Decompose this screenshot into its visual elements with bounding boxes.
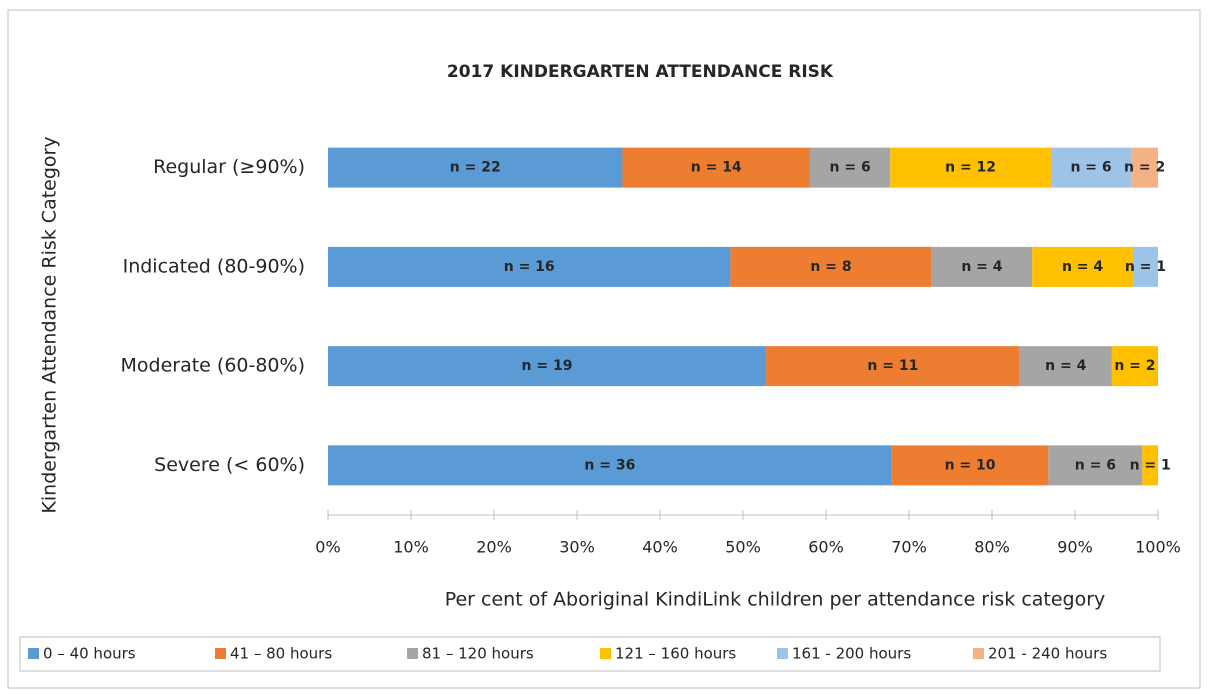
bar-segment: [809, 147, 891, 188]
x-tick-label: 0%: [315, 538, 340, 557]
data-label: n = 4: [1045, 358, 1086, 374]
legend-swatch: [600, 648, 611, 659]
data-label: n = 14: [691, 160, 742, 176]
x-tick-label: 30%: [559, 538, 595, 557]
bar-segment: [1050, 147, 1132, 188]
data-label: n = 4: [1062, 259, 1103, 275]
x-tick-label: 60%: [808, 538, 844, 557]
y-tick-label: Indicated (80-90%): [123, 255, 305, 277]
legend-label: 41 – 80 hours: [230, 645, 332, 663]
bar-segment: [931, 246, 1033, 287]
bar-segment: [1132, 246, 1158, 287]
data-label: n = 2: [1124, 160, 1165, 176]
bar-segment: [1048, 445, 1143, 486]
legend-frame: [19, 636, 1161, 672]
x-tick-label: 90%: [1057, 538, 1093, 557]
x-tick-label: 40%: [642, 538, 678, 557]
y-axis-label: Kindergarten Attendance Risk Category: [39, 136, 61, 513]
bar-segment: [328, 445, 892, 486]
bar-segment: [1032, 246, 1133, 287]
bar-segment: [328, 246, 731, 287]
data-label: n = 1: [1130, 457, 1171, 473]
data-label: n = 36: [584, 457, 635, 473]
legend-swatch: [973, 648, 984, 659]
bar-segment: [766, 346, 1020, 387]
legend-swatch: [28, 648, 39, 659]
data-label: n = 11: [867, 358, 918, 374]
x-tick-label: 50%: [725, 538, 761, 557]
legend-label: 161 - 200 hours: [792, 645, 911, 663]
x-axis-label: Per cent of Aboriginal KindiLink childre…: [445, 589, 1106, 611]
x-tick-label: 100%: [1135, 538, 1181, 557]
data-label: n = 22: [450, 160, 501, 176]
bar-segment: [1111, 346, 1158, 387]
data-label: n = 12: [945, 160, 996, 176]
data-label: n = 10: [945, 457, 996, 473]
y-tick-label: Severe (< 60%): [154, 454, 305, 476]
data-label: n = 16: [504, 259, 555, 275]
bar-segment: [1142, 445, 1158, 486]
y-tick-label: Regular (≥90%): [153, 156, 305, 178]
x-tick-label: 70%: [891, 538, 927, 557]
bar-segment: [622, 147, 810, 188]
legend-label: 201 - 240 hours: [988, 645, 1107, 663]
bar-segment: [328, 346, 767, 387]
bar-segment: [1131, 147, 1158, 188]
data-label: n = 6: [1070, 160, 1111, 176]
data-label: n = 4: [961, 259, 1002, 275]
y-tick-label: Moderate (60-80%): [121, 355, 306, 377]
chart-title: 2017 KINDERGARTEN ATTENDANCE RISK: [447, 62, 834, 82]
legend-swatch: [777, 648, 788, 659]
x-tick-label: 10%: [393, 538, 429, 557]
bar-segment: [1019, 346, 1112, 387]
legend-swatch: [215, 648, 226, 659]
legend-label: 0 – 40 hours: [43, 645, 136, 663]
x-tick-label: 20%: [476, 538, 512, 557]
data-label: n = 6: [830, 160, 871, 176]
legend-label: 121 – 160 hours: [615, 645, 736, 663]
data-label: n = 2: [1114, 358, 1155, 374]
legend-swatch: [407, 648, 418, 659]
legend-label: 81 – 120 hours: [422, 645, 534, 663]
data-label: n = 1: [1125, 259, 1166, 275]
bar-segment: [328, 147, 623, 188]
x-tick-label: 80%: [974, 538, 1010, 557]
data-label: n = 6: [1075, 457, 1116, 473]
bar-segment: [730, 246, 932, 287]
bar-segment: [891, 445, 1049, 486]
bar-segment: [890, 147, 1051, 188]
data-label: n = 8: [810, 259, 851, 275]
data-label: n = 19: [522, 358, 573, 374]
